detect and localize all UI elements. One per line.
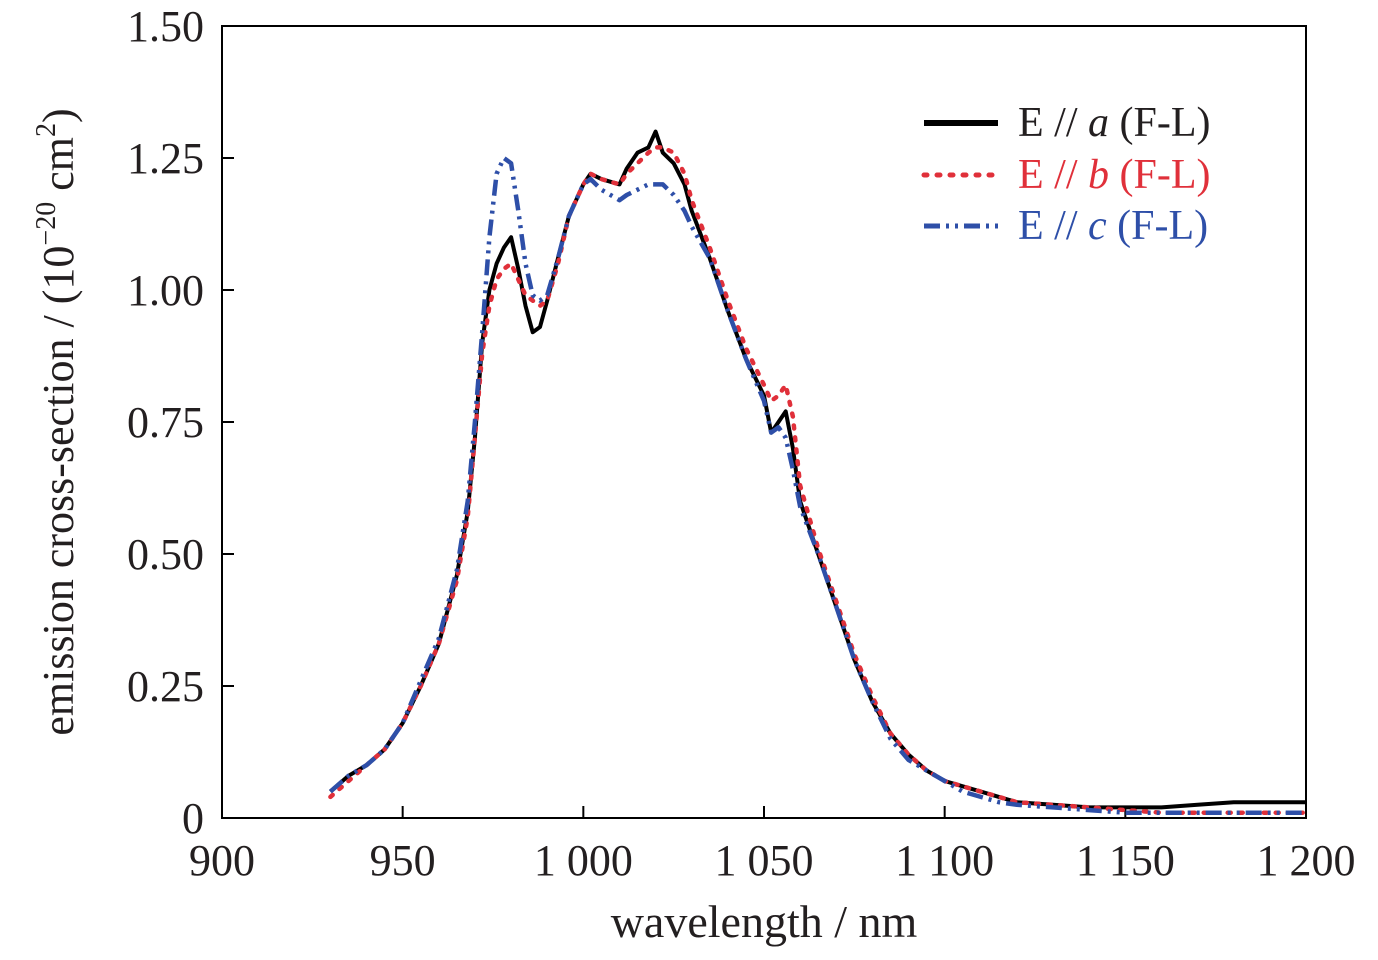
y-axis-label: emission cross-section / (10−20 cm2) bbox=[31, 108, 83, 735]
y-tick-label: 0.75 bbox=[127, 398, 204, 447]
y-axis-label-mid: cm bbox=[34, 137, 83, 202]
legend-entry-c: E // c (F-L) bbox=[924, 203, 1208, 249]
legend-label-b: E // b (F-L) bbox=[1018, 152, 1210, 198]
legend-entry-a: E // a (F-L) bbox=[924, 100, 1210, 146]
legend-entry-b: E // b (F-L) bbox=[921, 152, 1210, 198]
x-axis-label: wavelength / nm bbox=[611, 896, 918, 947]
y-tick-label: 0 bbox=[182, 794, 204, 843]
x-tick-label: 900 bbox=[189, 836, 255, 885]
legend-label-c: E // c (F-L) bbox=[1018, 203, 1208, 249]
x-tick-label: 1 100 bbox=[895, 836, 994, 885]
series-layer bbox=[328, 129, 1306, 815]
y-axis-label-end: ) bbox=[34, 108, 83, 123]
x-tick-label: 1 200 bbox=[1257, 836, 1356, 885]
x-tick-label: 1 000 bbox=[534, 836, 633, 885]
y-axis-label-exponent: −20 bbox=[31, 202, 62, 246]
y-tick-label: 1.50 bbox=[127, 2, 204, 51]
y-tick-label: 0.50 bbox=[127, 530, 204, 579]
y-axis-label-main: emission cross-section / (10 bbox=[34, 246, 83, 736]
x-axis-ticks: 900 950 1 000 1 050 1 100 1 150 1 200 bbox=[189, 806, 1356, 885]
legend: E // a (F-L) E // b (F-L) E // c (F-L) bbox=[921, 100, 1210, 249]
y-axis-label-exponent-2: 2 bbox=[31, 123, 62, 137]
y-tick-label: 0.25 bbox=[127, 662, 204, 711]
y-axis-ticks: 0 0.25 0.50 0.75 1.00 1.25 1.50 bbox=[127, 2, 234, 843]
x-tick-label: 1 150 bbox=[1076, 836, 1175, 885]
series-line-a bbox=[329, 129, 1306, 810]
x-tick-label: 1 050 bbox=[715, 836, 814, 885]
y-tick-label: 1.00 bbox=[127, 266, 204, 315]
y-tick-label: 1.25 bbox=[127, 134, 204, 183]
x-tick-label: 950 bbox=[370, 836, 436, 885]
series-line-c bbox=[328, 155, 1306, 815]
legend-label-a: E // a (F-L) bbox=[1018, 100, 1210, 146]
